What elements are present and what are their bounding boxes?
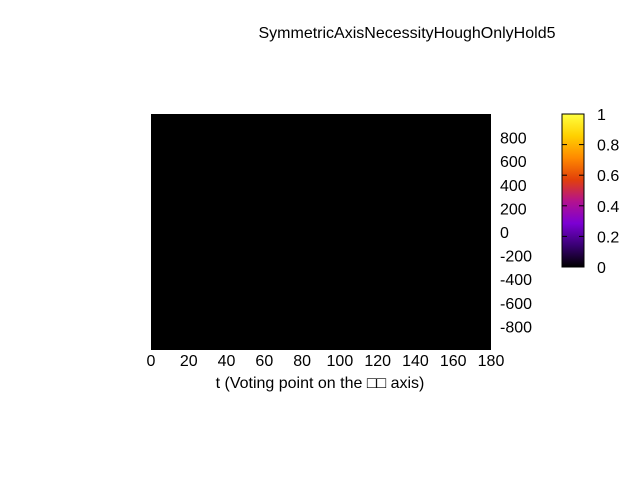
x-tick-label: 20 (180, 353, 198, 370)
y-tick-label: -800 (500, 319, 532, 336)
colorbar-tick-label: 0.8 (597, 138, 619, 155)
y-tick-label: 600 (500, 154, 527, 171)
colorbar-ticks: 0 0.2 0.4 0.6 0.8 1 (562, 107, 619, 277)
x-tick-label: 160 (440, 353, 467, 370)
y-tick-label: -600 (500, 296, 532, 313)
colorbar-tick-label: 1 (597, 107, 606, 124)
colorbar (561, 113, 585, 268)
y-tick-label: 800 (500, 131, 527, 148)
y-axis-ticks: 800 600 400 200 0 -200 -400 -600 -800 (500, 131, 532, 337)
heatmap-area (151, 114, 491, 350)
y-tick-label: 200 (500, 201, 527, 218)
x-tick-label: 0 (147, 353, 156, 370)
x-tick-label: 100 (327, 353, 354, 370)
y-tick-label: -400 (500, 272, 532, 289)
x-axis-ticks: 0 20 40 60 80 100 120 140 160 180 (147, 353, 505, 370)
x-tick-label: 120 (364, 353, 391, 370)
colorbar-tick-label: 0.2 (597, 229, 619, 246)
x-tick-label: 60 (255, 353, 273, 370)
x-tick-label: 80 (293, 353, 311, 370)
y-tick-label: -200 (500, 249, 532, 266)
colorbar-tick-label: 0.6 (597, 168, 619, 185)
y-tick-label: 0 (500, 225, 509, 242)
chart-title: SymmetricAxisNecessityHoughOnlyHold5 (259, 25, 556, 42)
colorbar-tick-label: 0 (597, 260, 606, 277)
x-tick-label: 180 (478, 353, 505, 370)
colorbar-tick-label: 0.4 (597, 199, 619, 216)
x-tick-label: 40 (218, 353, 236, 370)
x-tick-label: 140 (402, 353, 429, 370)
x-axis-label: t (Voting point on the □□ axis) (216, 375, 425, 392)
y-tick-label: 400 (500, 178, 527, 195)
